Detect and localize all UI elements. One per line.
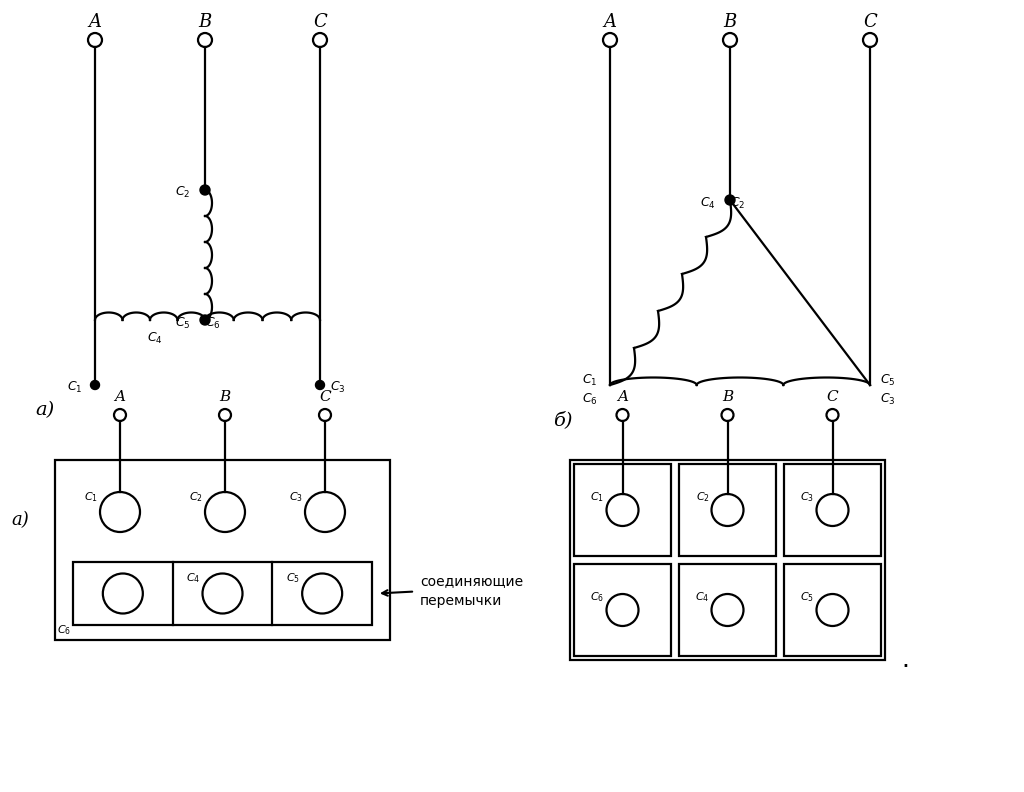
- Bar: [679, 564, 776, 656]
- Bar: [679, 464, 776, 556]
- Text: перемычки: перемычки: [420, 595, 503, 608]
- Text: A: A: [88, 13, 101, 31]
- Text: $C_5$: $C_5$: [881, 372, 896, 387]
- Text: B: B: [199, 13, 212, 31]
- Text: C: C: [863, 13, 877, 31]
- Text: C: C: [826, 390, 839, 404]
- Text: $C_5$: $C_5$: [801, 590, 814, 604]
- Text: C: C: [319, 390, 331, 404]
- Text: B: B: [219, 390, 230, 404]
- Text: б): б): [553, 411, 572, 429]
- Text: A: A: [603, 13, 616, 31]
- Text: $C_3$: $C_3$: [330, 379, 346, 394]
- Text: $C_4$: $C_4$: [147, 330, 163, 345]
- Text: $C_4$: $C_4$: [186, 572, 201, 585]
- Text: $C_6$: $C_6$: [57, 623, 71, 637]
- Text: $C_1$: $C_1$: [84, 490, 98, 504]
- Text: $C_2$: $C_2$: [175, 185, 190, 200]
- Text: B: B: [723, 13, 736, 31]
- Circle shape: [725, 195, 735, 205]
- Text: A: A: [617, 390, 628, 404]
- Text: $C_2$: $C_2$: [189, 490, 203, 504]
- Bar: [73, 562, 372, 625]
- Circle shape: [200, 185, 210, 195]
- Bar: [574, 464, 671, 556]
- Circle shape: [315, 380, 325, 390]
- Text: C: C: [313, 13, 327, 31]
- Text: a): a): [35, 401, 54, 419]
- Text: $C_6$: $C_6$: [582, 391, 598, 406]
- Text: $C_6$: $C_6$: [591, 590, 604, 604]
- Text: $C_3$: $C_3$: [801, 490, 814, 504]
- Text: $C_2$: $C_2$: [695, 490, 710, 504]
- Text: $C_4$: $C_4$: [695, 590, 710, 604]
- Bar: [784, 564, 881, 656]
- Text: $C_5$: $C_5$: [286, 572, 300, 585]
- Text: $C_1$: $C_1$: [583, 372, 598, 387]
- Text: соединяющие: соединяющие: [420, 574, 523, 588]
- Text: $C_3$: $C_3$: [881, 391, 896, 406]
- Bar: [570, 460, 885, 660]
- Text: a): a): [11, 511, 29, 529]
- Text: $C_1$: $C_1$: [68, 379, 83, 394]
- Circle shape: [200, 315, 210, 325]
- Circle shape: [90, 380, 99, 390]
- Text: $C_3$: $C_3$: [289, 490, 303, 504]
- Bar: [55, 460, 390, 640]
- Text: $C_5$: $C_5$: [175, 315, 190, 330]
- Text: .: .: [901, 648, 909, 672]
- Text: $C_2$: $C_2$: [730, 196, 745, 211]
- Bar: [574, 564, 671, 656]
- Text: $C_4$: $C_4$: [700, 196, 716, 211]
- Text: $C_6$: $C_6$: [205, 315, 221, 330]
- Text: A: A: [115, 390, 126, 404]
- Bar: [784, 464, 881, 556]
- Text: B: B: [722, 390, 733, 404]
- Text: $C_1$: $C_1$: [591, 490, 604, 504]
